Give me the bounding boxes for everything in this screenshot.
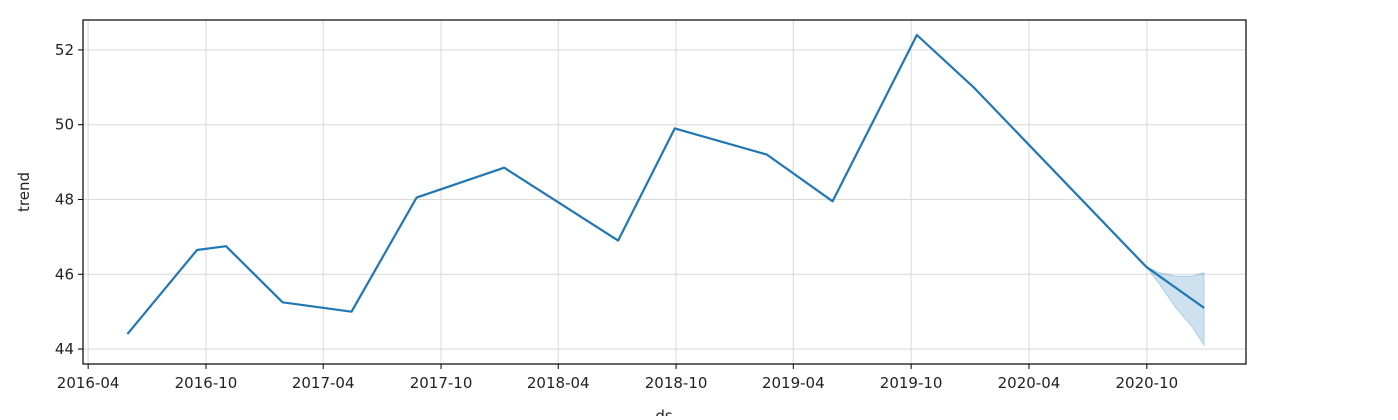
band-layer	[1146, 267, 1204, 346]
y-tick-label: 46	[55, 265, 74, 283]
tick-layer: 2016-04 2016-10 2017-04 2017-10 2018-04 2018-…	[55, 41, 1178, 392]
x-tick-label: 2019-10	[880, 374, 943, 392]
plot-frame	[83, 20, 1246, 364]
trend-line	[127, 35, 1204, 334]
y-tick-label: 48	[55, 190, 74, 208]
x-tick-label: 2017-10	[410, 374, 473, 392]
x-axis-label: ds	[655, 407, 673, 416]
grid-layer	[83, 20, 1246, 364]
uncertainty-band	[1146, 267, 1204, 346]
y-tick-label: 52	[55, 41, 74, 59]
x-tick-label: 2017-04	[292, 374, 355, 392]
x-tick-label: 2019-04	[762, 374, 825, 392]
line-layer	[127, 35, 1204, 334]
y-tick-label: 50	[55, 116, 74, 134]
x-tick-label: 2020-10	[1115, 374, 1178, 392]
y-axis-label: trend	[15, 172, 33, 212]
y-tick-label: 44	[55, 340, 74, 358]
x-tick-label: 2016-04	[57, 374, 120, 392]
x-tick-label: 2018-04	[527, 374, 590, 392]
x-tick-label: 2016-10	[175, 374, 238, 392]
x-tick-label: 2020-04	[998, 374, 1061, 392]
x-tick-label: 2018-10	[645, 374, 708, 392]
